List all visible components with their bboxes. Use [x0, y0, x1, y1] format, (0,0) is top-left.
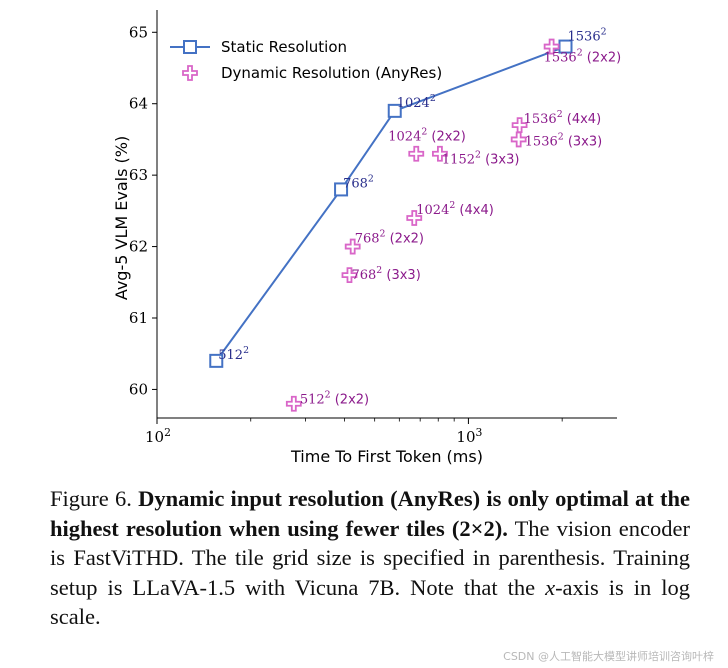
caption-body-1: The vision encoder is FastViTHD. The til… [50, 515, 690, 600]
series-layer [209, 38, 573, 412]
legend-item: Dynamic Resolution (AnyRes) [182, 64, 442, 82]
point-label: 15362 [568, 27, 607, 45]
point-label: 11522 (3x3) [442, 150, 520, 168]
data-point [432, 145, 448, 162]
data-point [408, 145, 425, 162]
data-point [510, 131, 527, 148]
point-label: 7682 [343, 173, 374, 191]
point-label: 15362 (3x3) [525, 131, 603, 149]
series-dynamic [285, 38, 560, 412]
data-point [334, 182, 349, 197]
series-static [209, 39, 573, 368]
point-label: 10242 [397, 93, 436, 111]
caption-italic-x: x [545, 574, 556, 600]
data-point [543, 38, 560, 55]
data-point [341, 267, 358, 284]
point-label: 10242 (2x2) [388, 127, 466, 145]
figure-label: Figure 6. [50, 486, 132, 511]
point-label: 15362 (2x2) [544, 48, 622, 66]
legend-item: Static Resolution [170, 38, 347, 56]
point-label: 7682 (2x2) [355, 229, 424, 247]
data-point [209, 353, 224, 368]
data-point [406, 210, 423, 226]
y-tick-label: 64 [129, 95, 148, 113]
point-label: 10242 (4x4) [416, 200, 494, 218]
data-point [285, 395, 302, 412]
data-point [344, 238, 361, 255]
caption-body-2: -axis is in log scale. [50, 574, 690, 630]
caption-bold-text: Dynamic input resolution (AnyRes) is onl… [50, 486, 691, 541]
y-tick-label: 60 [129, 380, 148, 398]
legend-label: Static Resolution [221, 38, 347, 56]
data-point [387, 103, 402, 118]
y-tick-label: 63 [129, 166, 148, 184]
point-label: 5122 (2x2) [300, 390, 369, 408]
legend-label: Dynamic Resolution (AnyRes) [221, 64, 442, 82]
point-label: 7682 (3x3) [351, 265, 420, 283]
x-axis-label: Time To First Token (ms) [290, 447, 483, 466]
y-axis-label: Avg-5 VLM Evals (%) [112, 136, 131, 300]
legend-marker [183, 40, 197, 54]
y-tick-label: 62 [129, 238, 148, 256]
point-label: 5122 [218, 345, 249, 363]
figure-caption: Figure 6. Dynamic input resolution (AnyR… [50, 484, 690, 632]
legend: Static Resolution Dynamic Resolution (Any… [170, 38, 442, 82]
x-tick-label: 102 [145, 426, 171, 446]
y-tick-label: 61 [129, 309, 148, 327]
legend-marker [182, 65, 198, 81]
data-point [511, 117, 528, 134]
point-labels: 5122 7682 10242 15362 5122 (2x2) 7682 (3x3) 76… [218, 27, 621, 408]
watermark: CSDN @人工智能大模型讲师培训咨询叶梓 [503, 650, 714, 663]
x-tick-label: 103 [456, 426, 482, 446]
point-label: 15362 (4x4) [524, 109, 602, 127]
y-tick-label: 65 [129, 23, 148, 41]
series-line [215, 45, 566, 362]
